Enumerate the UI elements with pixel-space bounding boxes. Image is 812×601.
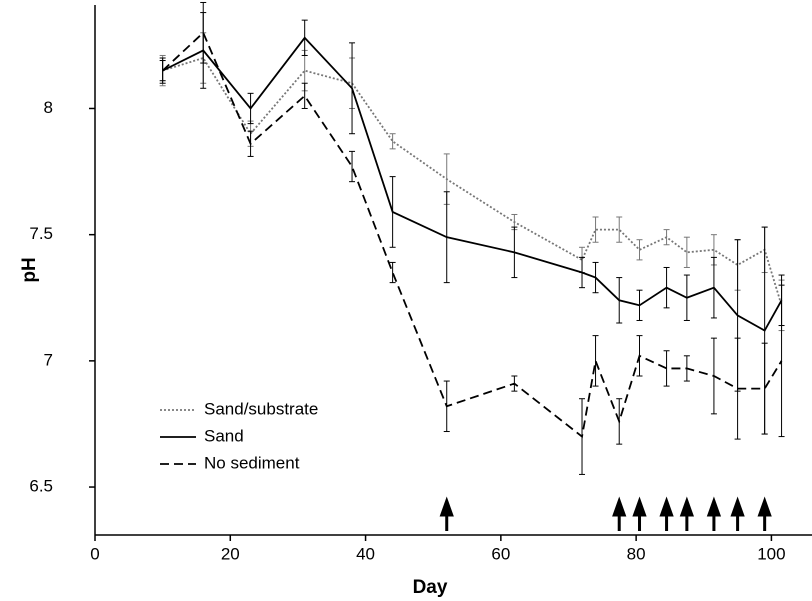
error-bar (761, 342, 768, 435)
error-bar (616, 216, 623, 243)
error-bar (778, 284, 785, 438)
error-bar (389, 133, 396, 150)
error-bar (349, 150, 356, 183)
legend-label: Sand/substrate (204, 399, 318, 418)
error-bar (389, 176, 396, 248)
error-bar (511, 375, 518, 392)
error-bar (663, 229, 670, 246)
error-bar (301, 19, 308, 56)
x-tick-label: 20 (221, 544, 240, 563)
error-bar (247, 92, 254, 125)
series-line (162, 56, 783, 306)
error-bar (663, 266, 670, 309)
error-bar (579, 256, 586, 289)
event-arrow (730, 496, 745, 531)
error-bar (349, 42, 356, 135)
x-tick-label: 60 (491, 544, 510, 563)
legend-label: Sand (204, 426, 244, 445)
error-bar (200, 1, 207, 64)
y-tick-label: 8 (44, 98, 53, 117)
error-bar (683, 274, 690, 321)
event-arrow (659, 496, 674, 531)
error-bar (636, 335, 643, 377)
error-bar (511, 226, 518, 279)
y-tick-label: 6.5 (29, 477, 53, 496)
error-bar (592, 216, 599, 243)
y-tick-label: 7 (44, 350, 53, 369)
x-tick-label: 0 (90, 544, 99, 563)
error-bar (616, 398, 623, 445)
event-arrow (679, 496, 694, 531)
error-bar (247, 130, 254, 157)
event-arrow (612, 496, 627, 531)
x-tick-label: 80 (627, 544, 646, 563)
error-bar (683, 236, 690, 268)
error-bar (159, 60, 166, 82)
error-bar (301, 82, 308, 109)
event-arrow (757, 496, 772, 531)
x-tick-label: 100 (757, 544, 785, 563)
legend-label: No sediment (204, 453, 300, 472)
error-bar (592, 261, 599, 294)
error-bar (636, 239, 643, 261)
x-axis-label: Day (413, 577, 448, 598)
error-bar (443, 191, 450, 284)
error-bar (443, 380, 450, 433)
error-bar (710, 256, 717, 319)
error-bar (592, 335, 599, 387)
x-tick-label: 40 (356, 544, 375, 563)
error-bar (616, 277, 623, 324)
y-axis-label: pH (19, 257, 40, 282)
error-bar (389, 261, 396, 284)
event-arrow (706, 496, 722, 531)
error-bar (636, 289, 643, 321)
event-arrow (439, 496, 454, 531)
error-bar (579, 398, 586, 475)
error-bar (683, 355, 690, 382)
error-bar (663, 350, 670, 387)
y-tick-label: 7.5 (29, 224, 53, 243)
series-line (162, 31, 783, 439)
error-bar (734, 337, 741, 440)
event-arrow (632, 496, 647, 531)
series-line (162, 36, 783, 332)
error-bar (710, 337, 717, 415)
